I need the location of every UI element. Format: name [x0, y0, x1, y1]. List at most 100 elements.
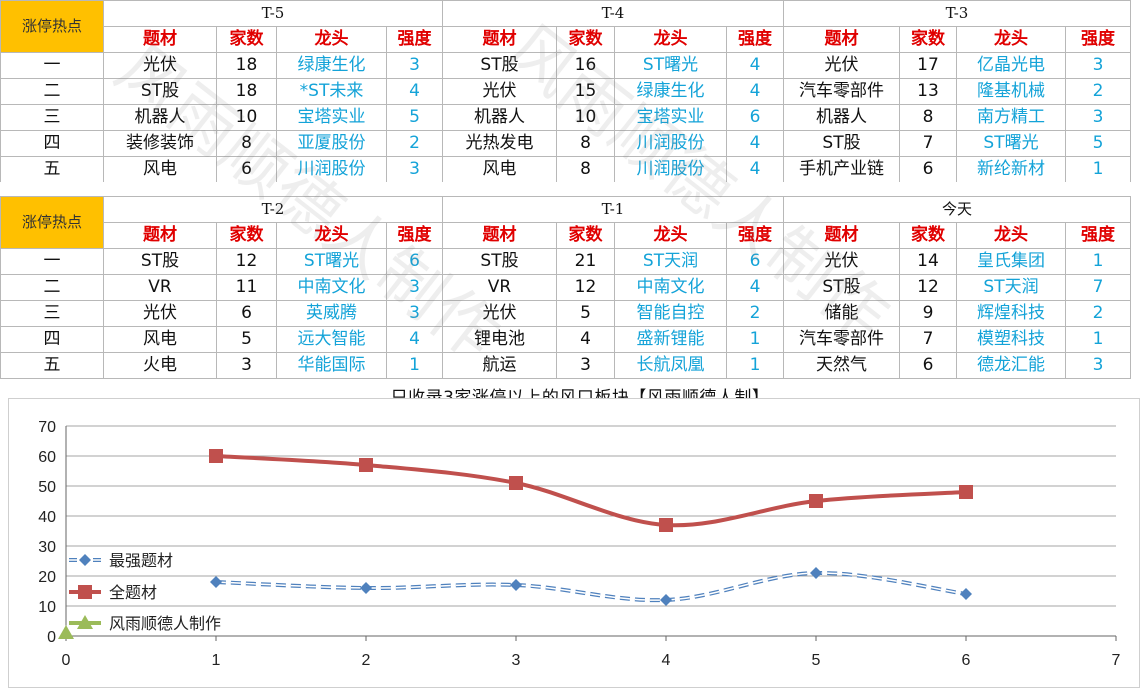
leader-cell[interactable]: 川润股份 — [276, 156, 387, 183]
strength-cell[interactable]: 6 — [726, 248, 784, 275]
count-cell[interactable]: 10 — [556, 104, 615, 131]
count-cell[interactable]: 18 — [216, 52, 277, 79]
strength-cell[interactable]: 4 — [386, 326, 443, 353]
count-cell[interactable]: 7 — [899, 326, 957, 353]
theme-cell[interactable]: 装修装饰 — [103, 130, 217, 157]
leader-cell[interactable]: *ST未来 — [276, 78, 387, 105]
leader-cell[interactable]: ST曙光 — [614, 52, 727, 79]
strength-cell[interactable]: 3 — [386, 274, 443, 301]
strength-cell[interactable]: 1 — [1064, 248, 1132, 275]
strength-cell[interactable]: 7 — [1064, 274, 1132, 301]
strength-cell[interactable]: 3 — [1065, 52, 1131, 79]
theme-cell[interactable]: ST股 — [103, 78, 217, 105]
leader-cell[interactable]: 宝塔实业 — [276, 104, 387, 131]
count-cell[interactable]: 3 — [216, 352, 277, 379]
strength-cell[interactable]: 1 — [726, 352, 784, 379]
leader-cell[interactable]: 盛新锂能 — [614, 326, 727, 353]
count-cell[interactable]: 12 — [899, 274, 957, 301]
count-cell[interactable]: 16 — [556, 52, 615, 79]
leader-cell[interactable]: 模塑科技 — [956, 326, 1066, 353]
count-cell[interactable]: 10 — [216, 104, 277, 131]
leader-cell[interactable]: 绿康生化 — [276, 52, 387, 79]
leader-cell[interactable]: 中南文化 — [276, 274, 387, 301]
count-cell[interactable]: 13 — [899, 78, 957, 105]
theme-cell[interactable]: 储能 — [783, 300, 900, 327]
theme-cell[interactable]: 机器人 — [103, 104, 217, 131]
theme-cell[interactable]: ST股 — [783, 130, 900, 157]
theme-cell[interactable]: 光伏 — [783, 52, 900, 79]
strength-cell[interactable]: 3 — [1065, 104, 1131, 131]
theme-cell[interactable]: 风电 — [442, 156, 557, 183]
count-cell[interactable]: 4 — [556, 326, 615, 353]
leader-cell[interactable]: 隆基机械 — [956, 78, 1066, 105]
leader-cell[interactable]: 川润股份 — [614, 156, 727, 183]
strength-cell[interactable]: 2 — [1065, 78, 1131, 105]
strength-cell[interactable]: 2 — [386, 130, 443, 157]
theme-cell[interactable]: VR — [442, 274, 557, 301]
leader-cell[interactable]: 亚厦股份 — [276, 130, 387, 157]
count-cell[interactable]: 5 — [216, 326, 277, 353]
theme-cell[interactable]: 光伏 — [103, 52, 217, 79]
strength-cell[interactable]: 4 — [726, 52, 784, 79]
leader-cell[interactable]: ST曙光 — [956, 130, 1066, 157]
strength-cell[interactable]: 2 — [1064, 300, 1132, 327]
theme-cell[interactable]: 汽车零部件 — [783, 326, 900, 353]
theme-cell[interactable]: 光热发电 — [442, 130, 557, 157]
strength-cell[interactable]: 3 — [386, 52, 443, 79]
leader-cell[interactable]: 长航凤凰 — [614, 352, 727, 379]
strength-cell[interactable]: 1 — [1064, 326, 1132, 353]
leader-cell[interactable]: 亿晶光电 — [956, 52, 1066, 79]
strength-cell[interactable]: 4 — [726, 130, 784, 157]
count-cell[interactable]: 6 — [216, 156, 277, 183]
theme-cell[interactable]: 风电 — [103, 326, 217, 353]
leader-cell[interactable]: 远大智能 — [276, 326, 387, 353]
count-cell[interactable]: 6 — [899, 352, 957, 379]
theme-cell[interactable]: 手机产业链 — [783, 156, 900, 183]
strength-cell[interactable]: 2 — [726, 300, 784, 327]
theme-cell[interactable]: ST股 — [783, 274, 900, 301]
strength-cell[interactable]: 5 — [386, 104, 443, 131]
count-cell[interactable]: 6 — [899, 156, 957, 183]
theme-cell[interactable]: 天然气 — [783, 352, 900, 379]
strength-cell[interactable]: 3 — [386, 300, 443, 327]
line-chart[interactable]: 0 10 20 30 40 50 60 70 0 1 2 3 4 5 6 7 最强题材 全题材 风雨顺德人制作 — [8, 398, 1140, 688]
strength-cell[interactable]: 4 — [726, 274, 784, 301]
leader-cell[interactable]: 皇氏集团 — [956, 248, 1066, 275]
count-cell[interactable]: 12 — [556, 274, 615, 301]
leader-cell[interactable]: ST天润 — [614, 248, 727, 275]
theme-cell[interactable]: ST股 — [442, 52, 557, 79]
leader-cell[interactable]: 华能国际 — [276, 352, 387, 379]
count-cell[interactable]: 5 — [556, 300, 615, 327]
strength-cell[interactable]: 6 — [726, 104, 784, 131]
count-cell[interactable]: 21 — [556, 248, 615, 275]
count-cell[interactable]: 7 — [899, 130, 957, 157]
leader-cell[interactable]: 中南文化 — [614, 274, 727, 301]
theme-cell[interactable]: 机器人 — [442, 104, 557, 131]
theme-cell[interactable]: 汽车零部件 — [783, 78, 900, 105]
count-cell[interactable]: 8 — [556, 130, 615, 157]
count-cell[interactable]: 14 — [899, 248, 957, 275]
strength-cell[interactable]: 4 — [386, 78, 443, 105]
leader-cell[interactable]: 德龙汇能 — [956, 352, 1066, 379]
theme-cell[interactable]: ST股 — [103, 248, 217, 275]
count-cell[interactable]: 3 — [556, 352, 615, 379]
strength-cell[interactable]: 3 — [386, 156, 443, 183]
count-cell[interactable]: 12 — [216, 248, 277, 275]
count-cell[interactable]: 6 — [216, 300, 277, 327]
leader-cell[interactable]: ST曙光 — [276, 248, 387, 275]
strength-cell[interactable]: 4 — [726, 156, 784, 183]
count-cell[interactable]: 9 — [899, 300, 957, 327]
leader-cell[interactable]: 南方精工 — [956, 104, 1066, 131]
count-cell[interactable]: 15 — [556, 78, 615, 105]
count-cell[interactable]: 8 — [899, 104, 957, 131]
leader-cell[interactable]: 智能自控 — [614, 300, 727, 327]
leader-cell[interactable]: 宝塔实业 — [614, 104, 727, 131]
leader-cell[interactable]: 英威腾 — [276, 300, 387, 327]
theme-cell[interactable]: 锂电池 — [442, 326, 557, 353]
leader-cell[interactable]: 川润股份 — [614, 130, 727, 157]
strength-cell[interactable]: 6 — [386, 248, 443, 275]
theme-cell[interactable]: 光伏 — [783, 248, 900, 275]
leader-cell[interactable]: ST天润 — [956, 274, 1066, 301]
theme-cell[interactable]: 航运 — [442, 352, 557, 379]
count-cell[interactable]: 18 — [216, 78, 277, 105]
